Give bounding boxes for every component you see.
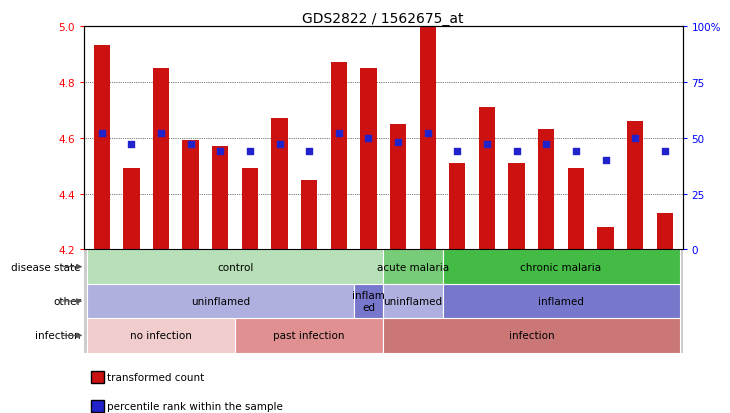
- Point: [304, 148, 315, 155]
- Text: past infection: past infection: [274, 330, 345, 341]
- Bar: [442, 250, 680, 284]
- Bar: [420, 27, 436, 250]
- Bar: [235, 318, 383, 353]
- Text: inflamed: inflamed: [538, 296, 584, 306]
- Point: [215, 148, 226, 155]
- Text: transformed count: transformed count: [107, 373, 204, 382]
- Bar: [123, 169, 139, 250]
- Point: [126, 142, 137, 148]
- Bar: [442, 284, 680, 318]
- Bar: [301, 180, 318, 250]
- Point: [96, 131, 107, 137]
- Bar: [449, 164, 466, 250]
- Point: [244, 148, 256, 155]
- Bar: [87, 250, 383, 284]
- Text: infection: infection: [35, 330, 81, 341]
- Point: [274, 142, 285, 148]
- Point: [155, 131, 167, 137]
- Text: uninflamed: uninflamed: [191, 296, 250, 306]
- Bar: [597, 228, 614, 250]
- Bar: [242, 169, 258, 250]
- Bar: [390, 124, 406, 250]
- Bar: [353, 284, 383, 318]
- Bar: [479, 108, 495, 250]
- Point: [481, 142, 493, 148]
- Bar: [538, 130, 554, 250]
- Point: [333, 131, 345, 137]
- Bar: [656, 214, 673, 250]
- Bar: [272, 119, 288, 250]
- Bar: [383, 318, 680, 353]
- Point: [570, 148, 582, 155]
- Text: no infection: no infection: [130, 330, 192, 341]
- Point: [185, 142, 196, 148]
- Point: [422, 131, 434, 137]
- Bar: [383, 250, 442, 284]
- Point: [629, 135, 641, 142]
- Bar: [627, 121, 643, 250]
- Bar: [568, 169, 584, 250]
- Point: [511, 148, 523, 155]
- Point: [363, 135, 374, 142]
- Bar: [153, 69, 169, 250]
- Bar: [383, 284, 442, 318]
- Text: acute malaria: acute malaria: [377, 262, 449, 272]
- Point: [599, 157, 611, 164]
- Bar: [509, 164, 525, 250]
- Text: chronic malaria: chronic malaria: [520, 262, 602, 272]
- Text: disease state: disease state: [12, 262, 81, 272]
- Bar: [87, 318, 235, 353]
- Bar: [361, 69, 377, 250]
- Text: control: control: [217, 262, 253, 272]
- Bar: [93, 46, 110, 250]
- Title: GDS2822 / 1562675_at: GDS2822 / 1562675_at: [302, 12, 464, 26]
- Bar: [87, 284, 353, 318]
- Text: uninflamed: uninflamed: [383, 296, 442, 306]
- Point: [540, 142, 552, 148]
- Text: other: other: [53, 296, 81, 306]
- Bar: [212, 147, 228, 250]
- Text: inflam
ed: inflam ed: [352, 290, 385, 312]
- Point: [659, 148, 671, 155]
- Point: [451, 148, 463, 155]
- Text: infection: infection: [509, 330, 554, 341]
- Bar: [182, 141, 199, 250]
- Text: percentile rank within the sample: percentile rank within the sample: [107, 401, 283, 411]
- Bar: [331, 63, 347, 250]
- Point: [392, 140, 404, 146]
